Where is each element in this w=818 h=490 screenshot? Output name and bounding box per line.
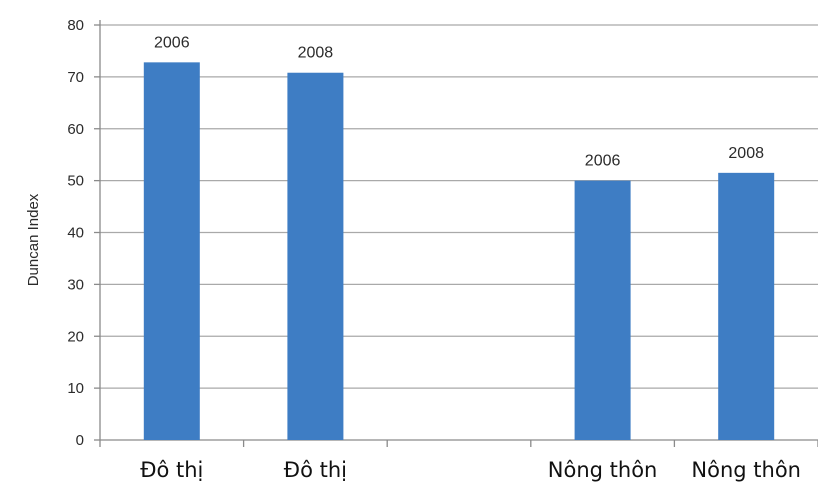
x-category-label: Đô thị <box>284 458 347 482</box>
bar-data-label: 2006 <box>585 153 621 170</box>
bar-data-label: 2006 <box>154 34 190 51</box>
y-tick-label: 0 <box>76 432 84 449</box>
bar <box>287 72 344 440</box>
bar <box>143 62 200 440</box>
bar-data-label: 2008 <box>298 45 334 62</box>
bar <box>718 172 775 440</box>
y-tick-label: 30 <box>67 276 84 293</box>
x-category-label: Đô thị <box>140 458 203 482</box>
y-tick-label: 10 <box>67 380 84 397</box>
y-axis-label: Duncan Index <box>25 193 42 286</box>
y-tick-label: 60 <box>67 121 84 138</box>
y-tick-label: 50 <box>67 173 84 190</box>
gridlines <box>100 24 818 389</box>
x-category-label: Nông thôn <box>691 458 801 482</box>
labels: 0 10 20 30 40 50 60 70 80 2006 Đô thị 2008 Đô thị 200… <box>67 17 801 482</box>
bar-data-label: 2008 <box>728 145 764 162</box>
x-category-label: Nông thôn <box>548 458 658 482</box>
y-tick-label: 40 <box>67 225 84 242</box>
y-tick-label: 80 <box>67 17 84 34</box>
bar <box>574 180 631 440</box>
axes <box>94 20 818 447</box>
y-tick-label: 20 <box>67 328 84 345</box>
bars <box>143 62 775 440</box>
y-tick-label: 70 <box>67 69 84 86</box>
